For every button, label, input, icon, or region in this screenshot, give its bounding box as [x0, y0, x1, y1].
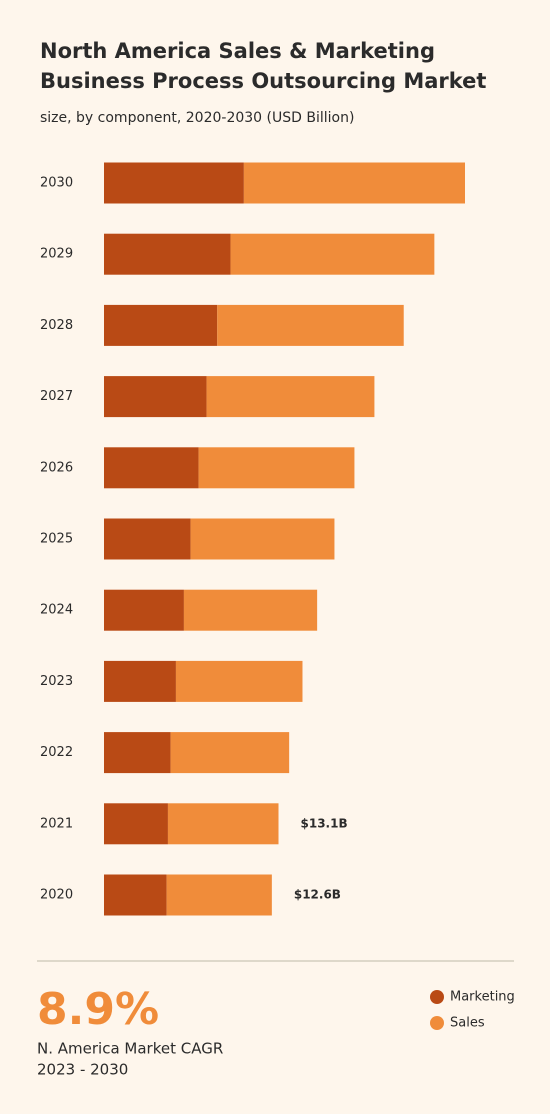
bar-segment: [243, 162, 465, 204]
bar-segment: [104, 233, 231, 275]
legend-label: Marketing: [450, 990, 515, 1005]
bar-segment: [104, 162, 244, 204]
y-tick-label: 2028: [40, 318, 73, 333]
y-tick-label: 2029: [40, 247, 73, 262]
cagr-label: N. America Market CAGR: [37, 1040, 223, 1058]
y-tick-label: 2030: [40, 176, 73, 191]
bar-segment: [104, 732, 171, 774]
legend-swatch: [430, 990, 444, 1004]
y-tick-label: 2021: [40, 816, 73, 831]
y-tick-label: 2027: [40, 389, 73, 404]
chart-title: Business Process Outsourcing Market: [40, 69, 486, 93]
y-tick-label: 2024: [40, 603, 73, 618]
bar-segment: [217, 304, 404, 346]
bar-segment: [104, 874, 167, 916]
bar-segment: [166, 874, 272, 916]
bar-segment: [230, 233, 435, 275]
total-label: $13.1B: [301, 816, 348, 830]
legend-swatch: [430, 1016, 444, 1030]
bar-segment: [183, 589, 318, 631]
bar-segment: [170, 732, 290, 774]
y-tick-label: 2020: [40, 888, 73, 903]
bar-segment: [104, 376, 207, 418]
cagr-label: 2023 - 2030: [37, 1061, 128, 1079]
y-tick-label: 2022: [40, 745, 73, 760]
bar-segment: [104, 589, 184, 631]
y-tick-label: 2025: [40, 532, 73, 547]
bar-segment: [206, 376, 375, 418]
bar-segment: [104, 803, 168, 845]
y-tick-label: 2026: [40, 460, 73, 475]
bar-segment: [104, 304, 218, 346]
bar-segment: [198, 447, 355, 489]
bar-segment: [104, 447, 199, 489]
bar-segment: [175, 660, 303, 702]
chart-title: North America Sales & Marketing: [40, 39, 435, 63]
chart-subtitle: size, by component, 2020-2030 (USD Billi…: [40, 110, 354, 126]
legend-label: Sales: [450, 1016, 485, 1031]
bar-segment: [167, 803, 279, 845]
y-tick-label: 2023: [40, 674, 73, 689]
bar-segment: [104, 518, 191, 560]
total-label: $12.6B: [294, 888, 341, 902]
bar-segment: [190, 518, 335, 560]
cagr-value: 8.9%: [37, 984, 159, 1035]
bar-segment: [104, 660, 176, 702]
